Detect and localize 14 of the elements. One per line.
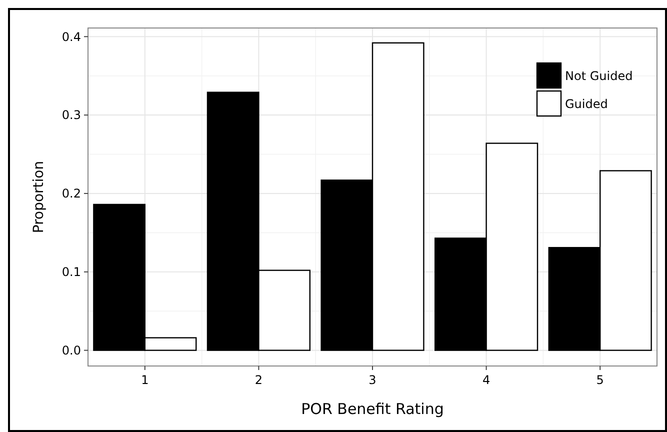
x-tick-label: 5	[596, 373, 604, 387]
y-axis-title: Proportion	[31, 160, 47, 234]
x-tick-label: 1	[141, 373, 149, 387]
y-tick-label: 0.1	[62, 265, 81, 280]
x-tick-label: 4	[482, 373, 490, 387]
y-tick-label: 0.2	[62, 186, 81, 201]
y-tick-label: 0.0	[62, 344, 81, 358]
x-tick-label: 3	[368, 373, 376, 387]
y-tick-label: 0.3	[62, 108, 81, 122]
legend-label: Not Guided	[565, 69, 633, 84]
legend-label: Guided	[565, 97, 608, 112]
x-axis-title: POR Benefit Rating	[301, 400, 444, 418]
x-tick-label: 2	[254, 373, 263, 387]
y-tick-label: 0.4	[62, 30, 81, 44]
